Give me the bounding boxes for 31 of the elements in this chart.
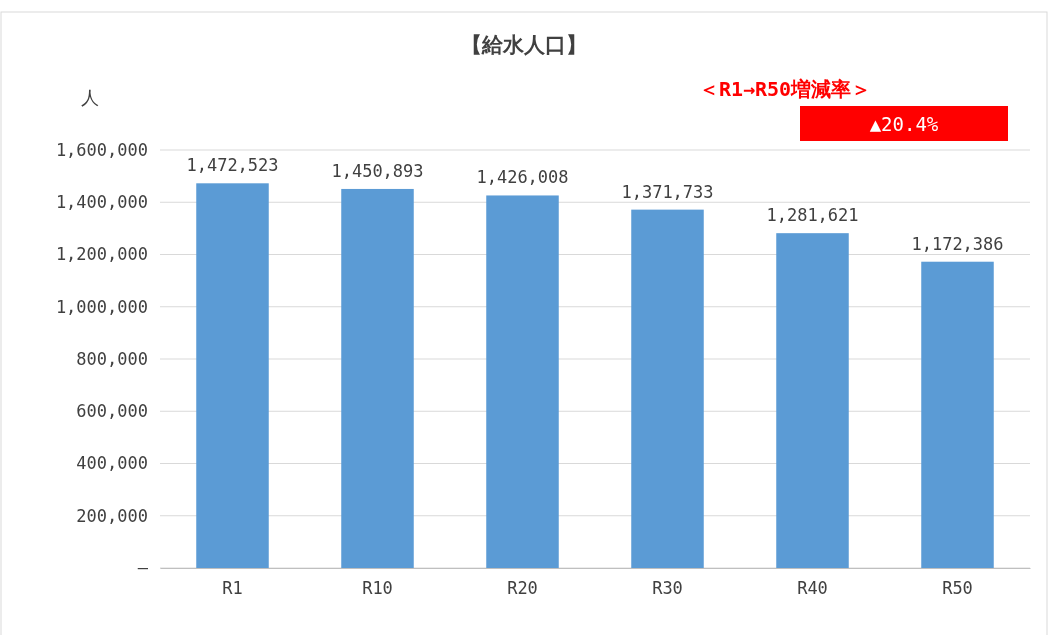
data-label: 1,472,523 [186, 155, 279, 176]
text: ＜R1→R50増減率＞ [698, 77, 872, 101]
data-label: 1,450,893 [331, 160, 424, 181]
bar [631, 209, 704, 568]
y-tick-label: 1,000,000 [55, 296, 148, 317]
x-tick-label: R10 [362, 578, 393, 599]
data-label: 1,426,008 [476, 167, 569, 188]
y-tick-label: 1,600,000 [55, 139, 148, 160]
y-axis-title: 人 [81, 87, 99, 108]
bar [341, 188, 414, 568]
bar [486, 195, 559, 568]
text: ▲20.4% [869, 113, 939, 135]
y-tick-label: 1,200,000 [55, 244, 148, 265]
x-tick-label: R20 [507, 578, 538, 599]
x-tick-label: R50 [942, 578, 973, 599]
x-tick-label: R40 [797, 578, 828, 599]
bar [196, 183, 269, 568]
y-tick-label: 600,000 [76, 401, 148, 422]
x-tick-label: R30 [652, 578, 683, 599]
y-tick-label: 1,400,000 [55, 192, 148, 213]
bar [921, 261, 994, 568]
y-tick-label: 400,000 [76, 453, 148, 474]
data-label: 1,371,733 [621, 181, 714, 202]
y-tick-label: 200,000 [76, 505, 148, 526]
x-tick-label: R1 [222, 578, 243, 599]
bar [776, 233, 849, 568]
y-tick-label: 800,000 [76, 348, 148, 369]
y-tick-label: – [137, 557, 149, 578]
data-label: 1,172,386 [911, 233, 1004, 254]
chart-title: 【給水人口】 [461, 33, 587, 57]
data-label: 1,281,621 [766, 205, 859, 226]
